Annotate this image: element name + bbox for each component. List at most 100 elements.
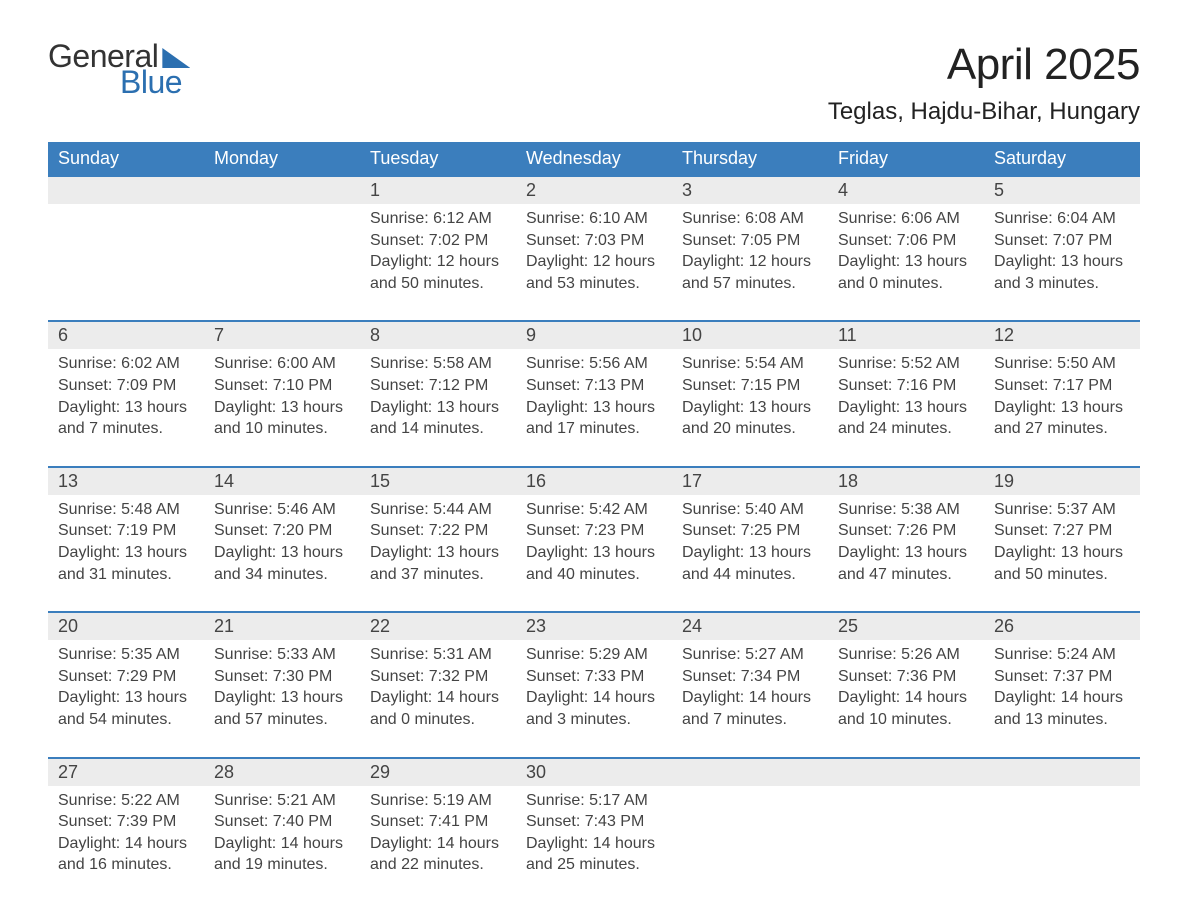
daylight-text: Daylight: 12 hours and 50 minutes.	[370, 251, 506, 294]
sunrise-text: Sunrise: 5:33 AM	[214, 644, 350, 666]
daylight-text: Daylight: 13 hours and 7 minutes.	[58, 397, 194, 440]
daylight-text: Daylight: 13 hours and 10 minutes.	[214, 397, 350, 440]
daylight-text: Daylight: 12 hours and 53 minutes.	[526, 251, 662, 294]
day-number: 3	[672, 177, 828, 204]
sunrise-text: Sunrise: 6:06 AM	[838, 208, 974, 230]
day-number: 25	[828, 613, 984, 640]
dow-saturday: Saturday	[984, 142, 1140, 175]
day-cell: Sunrise: 5:33 AMSunset: 7:30 PMDaylight:…	[204, 640, 360, 740]
day-number: 7	[204, 322, 360, 349]
day-number: 2	[516, 177, 672, 204]
day-number: 13	[48, 468, 204, 495]
day-number	[984, 759, 1140, 786]
day-cell: Sunrise: 5:26 AMSunset: 7:36 PMDaylight:…	[828, 640, 984, 740]
daylight-text: Daylight: 13 hours and 54 minutes.	[58, 687, 194, 730]
sunset-text: Sunset: 7:43 PM	[526, 811, 662, 833]
sunset-text: Sunset: 7:10 PM	[214, 375, 350, 397]
dow-sunday: Sunday	[48, 142, 204, 175]
daylight-text: Daylight: 13 hours and 20 minutes.	[682, 397, 818, 440]
sunrise-text: Sunrise: 5:50 AM	[994, 353, 1130, 375]
day-number: 20	[48, 613, 204, 640]
sunset-text: Sunset: 7:34 PM	[682, 666, 818, 688]
day-number-row: 13141516171819	[48, 468, 1140, 495]
location-label: Teglas, Hajdu-Bihar, Hungary	[828, 98, 1140, 126]
sunrise-text: Sunrise: 5:40 AM	[682, 499, 818, 521]
sunset-text: Sunset: 7:25 PM	[682, 520, 818, 542]
page-header: General Blue April 2025 Teglas, Hajdu-Bi…	[48, 40, 1140, 126]
day-cell: Sunrise: 5:29 AMSunset: 7:33 PMDaylight:…	[516, 640, 672, 740]
sunset-text: Sunset: 7:03 PM	[526, 230, 662, 252]
daylight-text: Daylight: 14 hours and 3 minutes.	[526, 687, 662, 730]
sunrise-text: Sunrise: 5:48 AM	[58, 499, 194, 521]
daylight-text: Daylight: 13 hours and 24 minutes.	[838, 397, 974, 440]
daylight-text: Daylight: 14 hours and 13 minutes.	[994, 687, 1130, 730]
daylight-text: Daylight: 13 hours and 40 minutes.	[526, 542, 662, 585]
day-number: 9	[516, 322, 672, 349]
day-cell: Sunrise: 5:48 AMSunset: 7:19 PMDaylight:…	[48, 495, 204, 595]
day-cell: Sunrise: 5:19 AMSunset: 7:41 PMDaylight:…	[360, 786, 516, 886]
day-number	[204, 177, 360, 204]
day-cell	[828, 786, 984, 886]
sunset-text: Sunset: 7:32 PM	[370, 666, 506, 688]
sunset-text: Sunset: 7:29 PM	[58, 666, 194, 688]
sunrise-text: Sunrise: 5:24 AM	[994, 644, 1130, 666]
day-number: 17	[672, 468, 828, 495]
day-cell: Sunrise: 5:50 AMSunset: 7:17 PMDaylight:…	[984, 349, 1140, 449]
sunrise-text: Sunrise: 6:08 AM	[682, 208, 818, 230]
sunset-text: Sunset: 7:26 PM	[838, 520, 974, 542]
day-cell: Sunrise: 6:04 AMSunset: 7:07 PMDaylight:…	[984, 204, 1140, 304]
sunrise-text: Sunrise: 5:27 AM	[682, 644, 818, 666]
sunrise-text: Sunrise: 5:31 AM	[370, 644, 506, 666]
daylight-text: Daylight: 14 hours and 22 minutes.	[370, 833, 506, 876]
sunset-text: Sunset: 7:37 PM	[994, 666, 1130, 688]
sunset-text: Sunset: 7:33 PM	[526, 666, 662, 688]
dow-friday: Friday	[828, 142, 984, 175]
daylight-text: Daylight: 13 hours and 14 minutes.	[370, 397, 506, 440]
sunrise-text: Sunrise: 6:12 AM	[370, 208, 506, 230]
day-number: 28	[204, 759, 360, 786]
sunrise-text: Sunrise: 5:52 AM	[838, 353, 974, 375]
day-number	[48, 177, 204, 204]
day-cell: Sunrise: 5:56 AMSunset: 7:13 PMDaylight:…	[516, 349, 672, 449]
daylight-text: Daylight: 13 hours and 37 minutes.	[370, 542, 506, 585]
day-cell: Sunrise: 5:37 AMSunset: 7:27 PMDaylight:…	[984, 495, 1140, 595]
daylight-text: Daylight: 13 hours and 31 minutes.	[58, 542, 194, 585]
day-cell: Sunrise: 5:40 AMSunset: 7:25 PMDaylight:…	[672, 495, 828, 595]
day-number: 29	[360, 759, 516, 786]
sunset-text: Sunset: 7:23 PM	[526, 520, 662, 542]
day-number	[672, 759, 828, 786]
day-cell: Sunrise: 6:02 AMSunset: 7:09 PMDaylight:…	[48, 349, 204, 449]
sunset-text: Sunset: 7:30 PM	[214, 666, 350, 688]
day-number: 26	[984, 613, 1140, 640]
day-cell: Sunrise: 5:46 AMSunset: 7:20 PMDaylight:…	[204, 495, 360, 595]
sunset-text: Sunset: 7:05 PM	[682, 230, 818, 252]
day-cell: Sunrise: 5:35 AMSunset: 7:29 PMDaylight:…	[48, 640, 204, 740]
day-number: 14	[204, 468, 360, 495]
day-cell: Sunrise: 5:31 AMSunset: 7:32 PMDaylight:…	[360, 640, 516, 740]
daylight-text: Daylight: 13 hours and 3 minutes.	[994, 251, 1130, 294]
daylight-text: Daylight: 13 hours and 47 minutes.	[838, 542, 974, 585]
day-number: 24	[672, 613, 828, 640]
daylight-text: Daylight: 14 hours and 19 minutes.	[214, 833, 350, 876]
day-number-row: 27282930	[48, 759, 1140, 786]
week-row: 13141516171819Sunrise: 5:48 AMSunset: 7:…	[48, 466, 1140, 595]
day-cell: Sunrise: 6:10 AMSunset: 7:03 PMDaylight:…	[516, 204, 672, 304]
daylight-text: Daylight: 14 hours and 16 minutes.	[58, 833, 194, 876]
day-number: 6	[48, 322, 204, 349]
day-number: 11	[828, 322, 984, 349]
day-cell: Sunrise: 5:42 AMSunset: 7:23 PMDaylight:…	[516, 495, 672, 595]
daylight-text: Daylight: 13 hours and 34 minutes.	[214, 542, 350, 585]
week-row: 12345Sunrise: 6:12 AMSunset: 7:02 PMDayl…	[48, 175, 1140, 304]
sunrise-text: Sunrise: 5:17 AM	[526, 790, 662, 812]
sunrise-text: Sunrise: 5:38 AM	[838, 499, 974, 521]
day-number: 16	[516, 468, 672, 495]
day-cell: Sunrise: 5:27 AMSunset: 7:34 PMDaylight:…	[672, 640, 828, 740]
title-block: April 2025 Teglas, Hajdu-Bihar, Hungary	[828, 40, 1140, 126]
sunset-text: Sunset: 7:16 PM	[838, 375, 974, 397]
day-number: 30	[516, 759, 672, 786]
day-cell: Sunrise: 5:22 AMSunset: 7:39 PMDaylight:…	[48, 786, 204, 886]
sunset-text: Sunset: 7:27 PM	[994, 520, 1130, 542]
dow-tuesday: Tuesday	[360, 142, 516, 175]
day-cell: Sunrise: 5:38 AMSunset: 7:26 PMDaylight:…	[828, 495, 984, 595]
day-cell: Sunrise: 6:12 AMSunset: 7:02 PMDaylight:…	[360, 204, 516, 304]
